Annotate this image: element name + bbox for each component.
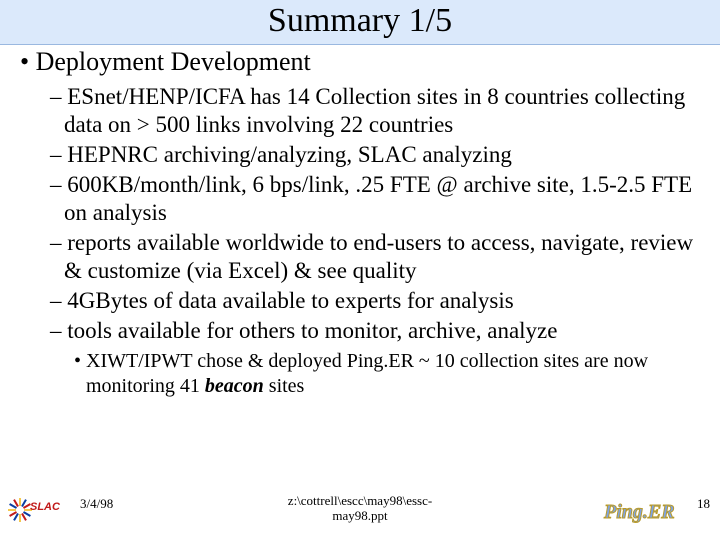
dash-glyph: – — [50, 142, 62, 167]
bullet-l3-emphasis: beacon — [205, 375, 264, 397]
bullet-l2-item: – 600KB/month/link, 6 bps/link, .25 FTE … — [50, 171, 706, 227]
bullet-glyph: • — [74, 350, 81, 372]
bullet-l2-text: ESnet/HENP/ICFA has 14 Collection sites … — [64, 84, 685, 137]
slide-title: Summary 1/5 — [0, 0, 720, 44]
dash-glyph: – — [50, 230, 62, 255]
slide-footer: SLAC 3/4/98 z:\cottrell\escc\may98\essc-… — [0, 488, 720, 534]
dash-glyph: – — [50, 318, 62, 343]
bullet-l2-item: – reports available worldwide to end-use… — [50, 229, 706, 285]
bullet-l2-text: reports available worldwide to end-users… — [64, 230, 693, 283]
bullet-l1-deployment: • Deployment Development — [20, 47, 706, 77]
pinger-logo: Ping.ER — [602, 496, 686, 526]
dash-glyph: – — [50, 288, 62, 313]
bullet-l3-item: • XIWT/IPWT chose & deployed Ping.ER ~ 1… — [74, 349, 706, 398]
svg-text:Ping.ER: Ping.ER — [603, 501, 675, 523]
bullet-l2-item: – HEPNRC archiving/analyzing, SLAC analy… — [50, 141, 706, 169]
dash-glyph: – — [50, 84, 62, 109]
bullet-l2-text: HEPNRC archiving/analyzing, SLAC analyzi… — [67, 142, 512, 167]
bullet-l3-text-post: sites — [264, 375, 305, 397]
footer-page-number: 18 — [697, 496, 710, 512]
bullet-l2-text: 4GBytes of data available to experts for… — [67, 288, 513, 313]
pinger-logo-icon: Ping.ER — [602, 496, 686, 526]
footer-filepath-line2: may98.ppt — [332, 508, 387, 523]
bullet-l3-text-pre: XIWT/IPWT chose & deployed Ping.ER ~ 10 … — [86, 350, 648, 396]
footer-filepath-line1: z:\cottrell\escc\may98\essc- — [288, 493, 432, 508]
slide-body: • Deployment Development – ESnet/HENP/IC… — [0, 47, 720, 398]
bullet-l1-text: Deployment Development — [36, 47, 311, 76]
bullet-l2-item: – ESnet/HENP/ICFA has 14 Collection site… — [50, 83, 706, 139]
bullet-l2-text: tools available for others to monitor, a… — [67, 318, 557, 343]
bullet-l2-item: – 4GBytes of data available to experts f… — [50, 287, 706, 315]
bullet-glyph: • — [20, 47, 29, 76]
bullet-l2-text: 600KB/month/link, 6 bps/link, .25 FTE @ … — [64, 172, 692, 225]
bullet-l2-item: – tools available for others to monitor,… — [50, 317, 706, 345]
dash-glyph: – — [50, 172, 62, 197]
title-divider — [0, 44, 720, 45]
